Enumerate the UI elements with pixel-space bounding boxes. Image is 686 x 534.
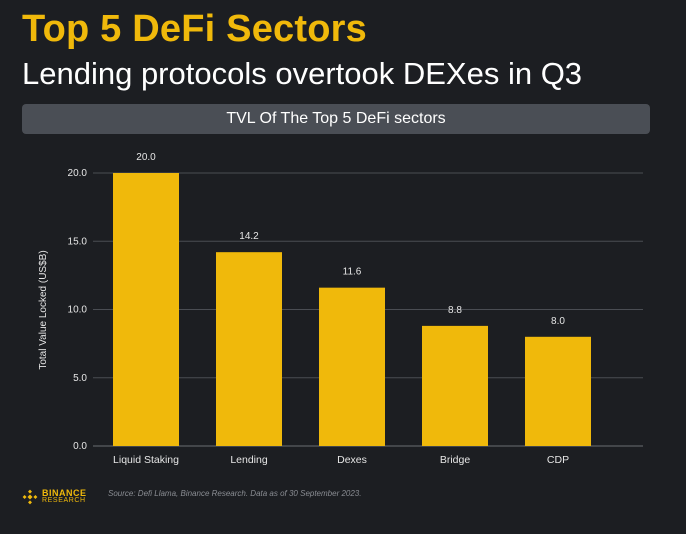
y-tick-label: 0.0	[73, 441, 87, 452]
x-tick-label: Bridge	[440, 454, 471, 466]
data-label: 11.6	[343, 267, 362, 278]
bars	[113, 173, 591, 446]
bar	[216, 252, 282, 446]
bar	[113, 173, 179, 446]
footer: BINANCE RESEARCH	[22, 486, 87, 508]
y-tick-label: 20.0	[68, 168, 88, 179]
y-axis-label: Total Value Locked (US$B)	[38, 250, 49, 369]
data-label: 20.0	[136, 152, 156, 163]
binance-diamond-icon	[22, 489, 38, 505]
page-title: Top 5 DeFi Sectors	[22, 8, 367, 50]
logo-text-research: RESEARCH	[42, 497, 86, 504]
y-tick-label: 15.0	[68, 236, 88, 247]
bar	[525, 336, 591, 446]
data-label: 14.2	[239, 231, 259, 242]
binance-research-logo: BINANCE RESEARCH	[22, 489, 87, 505]
logo-text-binance: BINANCE	[42, 488, 87, 498]
labels: 0.0 5.0 10.0 15.0 20.0 Total Value Locked (US…	[38, 152, 569, 466]
source-note: Source: Defi Llama, Binance Research. Da…	[108, 489, 362, 498]
x-tick-label: Dexes	[337, 454, 367, 466]
bar	[422, 325, 488, 446]
y-tick-label: 5.0	[73, 373, 87, 384]
x-tick-label: Liquid Staking	[113, 454, 179, 466]
data-label: 8.8	[448, 305, 462, 316]
chart-title: TVL Of The Top 5 DeFi sectors	[22, 104, 650, 134]
x-tick-label: CDP	[547, 454, 569, 466]
data-label: 8.0	[551, 316, 565, 327]
page-subtitle: Lending protocols overtook DEXes in Q3	[22, 56, 583, 91]
x-tick-label: Lending	[230, 454, 268, 466]
bar	[319, 287, 385, 446]
y-tick-label: 10.0	[68, 305, 88, 316]
